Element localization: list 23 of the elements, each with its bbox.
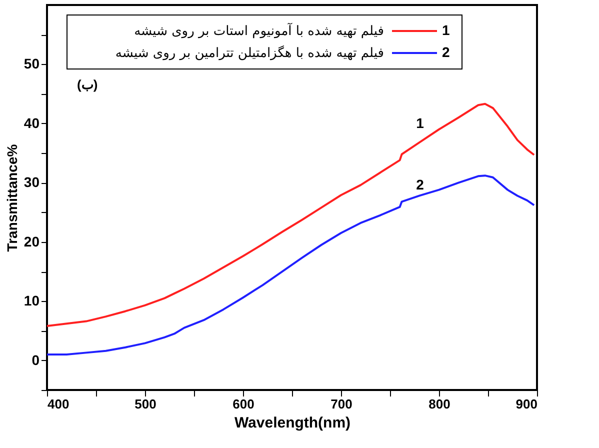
x-tick-label: 900 (516, 396, 538, 412)
legend-label: فیلم تهیه شده با آمونیوم استات بر روی شیشه (134, 22, 384, 39)
y-tick-label: 20 (24, 233, 40, 250)
annotation: 2 (416, 176, 424, 193)
y-tick-label: 50 (24, 56, 40, 72)
y-tick-label: 30 (24, 174, 40, 190)
line-series (46, 174, 536, 356)
x-tick-label: 600 (232, 396, 254, 412)
x-axis-title: Wavelength(nm) (234, 414, 351, 432)
y-tick-label: 10 (24, 292, 40, 309)
annotation: 1 (416, 114, 424, 131)
line-series (46, 102, 536, 328)
text: 2 (442, 44, 450, 60)
annotation: (ب) (77, 77, 98, 92)
x-tick-label: 800 (428, 396, 450, 412)
y-tick-label: 40 (24, 114, 40, 131)
legend-label: فیلم تهیه شده با هگزامتیلن تترامین بر روی شیشه (115, 45, 384, 61)
text: 1 (442, 22, 450, 38)
y-axis-title: Transmittance% (4, 144, 20, 252)
y-tick-label: 0 (32, 352, 40, 368)
x-tick-label: 500 (134, 396, 156, 412)
x-tick-label: 400 (48, 396, 70, 412)
x-tick-label: 700 (330, 396, 352, 412)
